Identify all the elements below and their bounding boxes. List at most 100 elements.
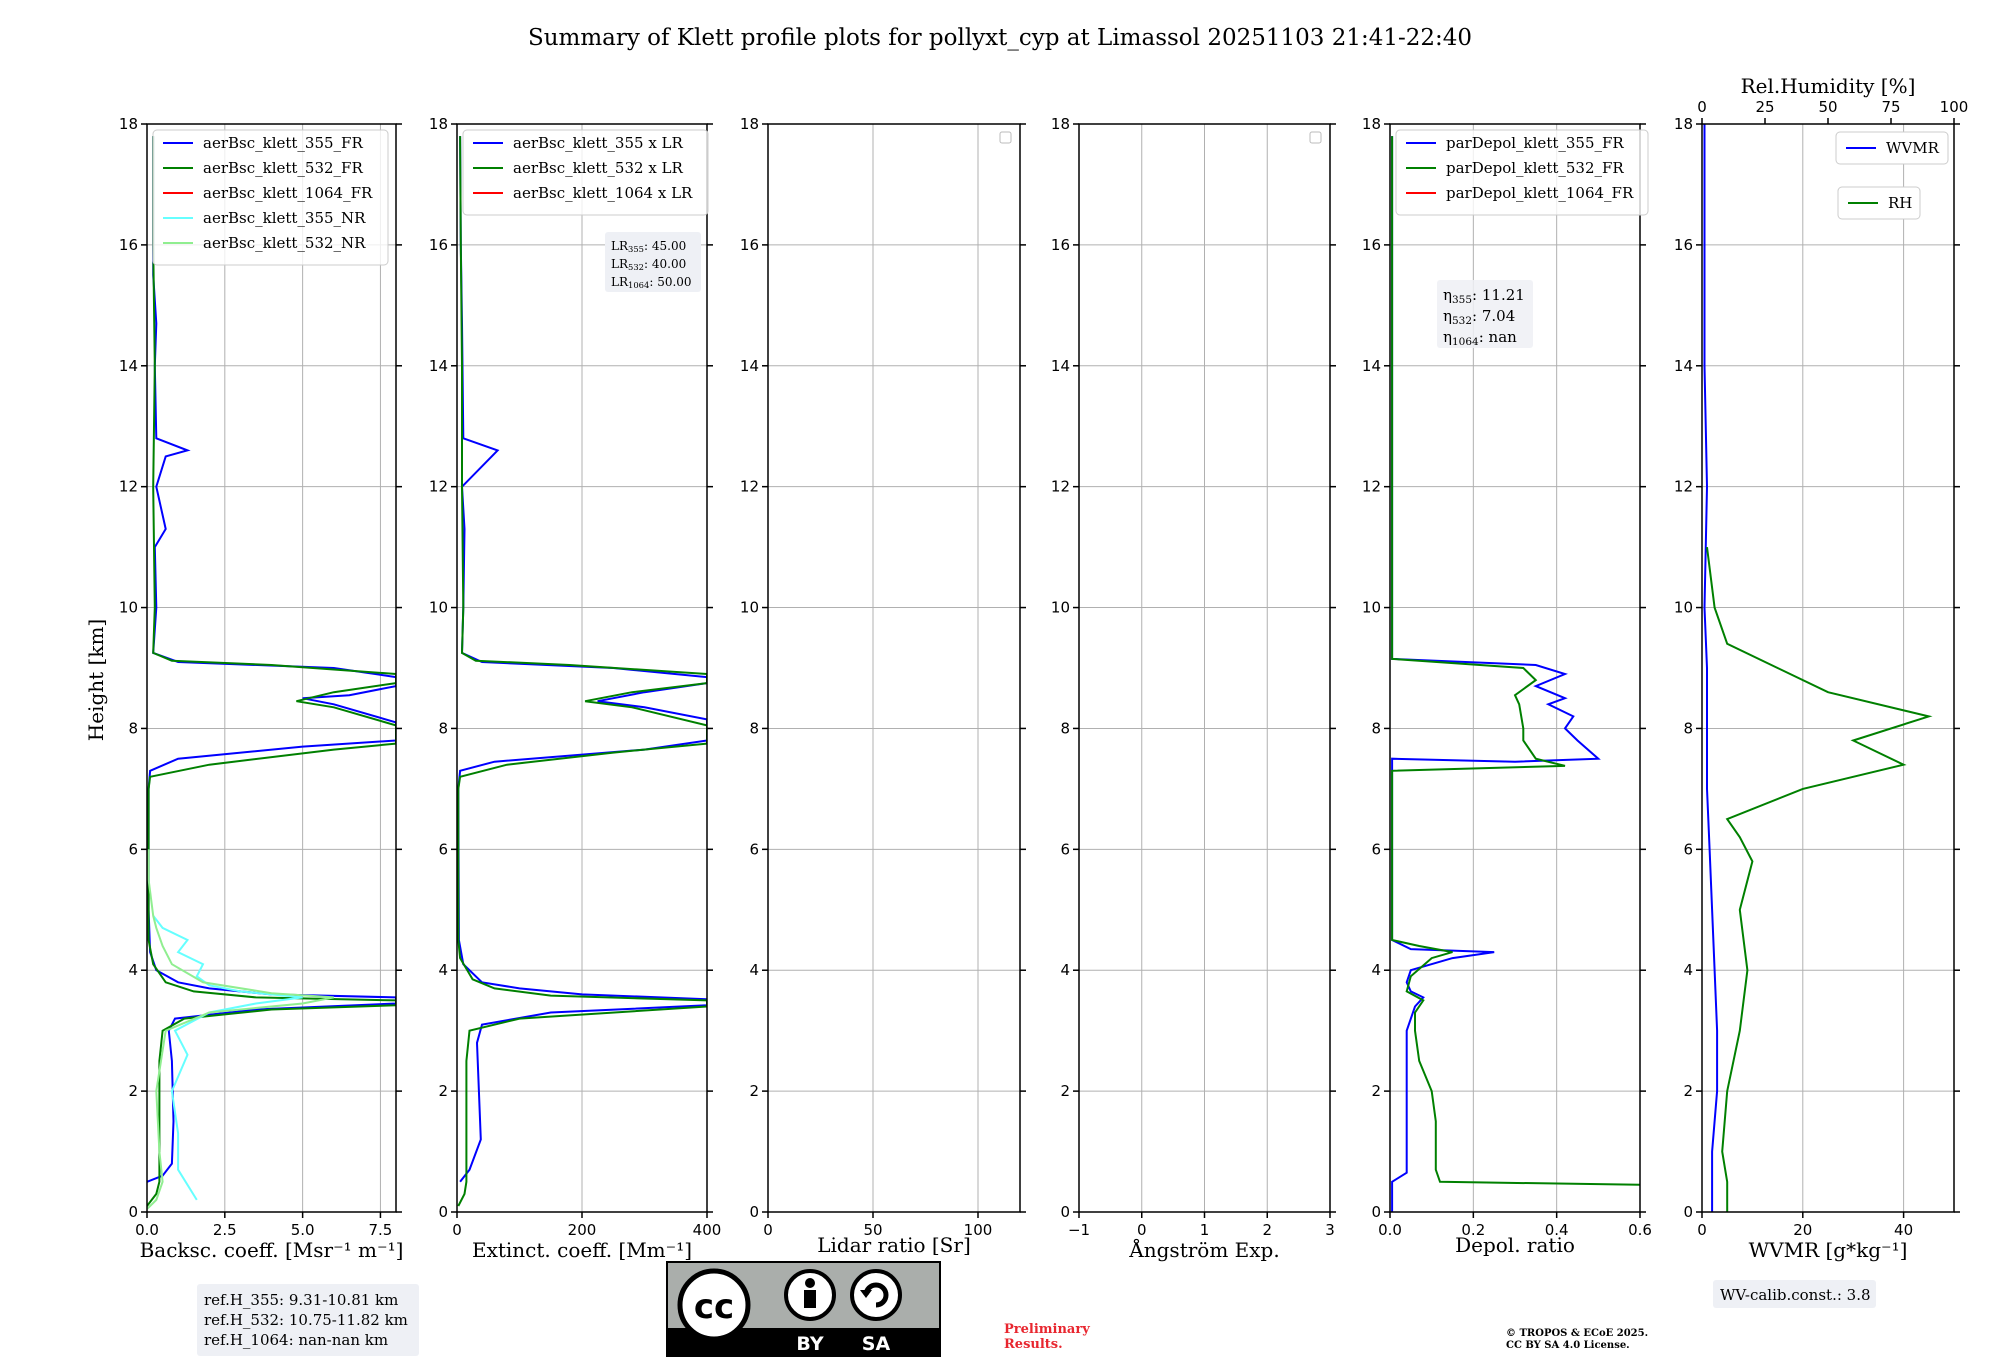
y-tick-label: 8 bbox=[128, 719, 138, 737]
ref-height-label: ref.H_355: 9.31-10.81 km bbox=[204, 1291, 398, 1309]
y-tick-label: 8 bbox=[749, 719, 759, 737]
x2-tick-label: 25 bbox=[1755, 98, 1774, 116]
y-tick-label: 12 bbox=[119, 478, 138, 496]
ref-height-box bbox=[197, 1284, 419, 1356]
legend-label-wvmr: WVMR bbox=[1886, 139, 1940, 157]
y-tick-label: 12 bbox=[429, 478, 448, 496]
plot-frame bbox=[146, 123, 397, 1213]
series-line-RH bbox=[1706, 546, 1933, 1212]
x-tick-label: 7.5 bbox=[369, 1221, 393, 1239]
x2-tick-label: 75 bbox=[1881, 98, 1900, 116]
x-tick-label: 0.0 bbox=[1378, 1221, 1402, 1239]
copyright-line-2: CC BY SA 4.0 License. bbox=[1506, 1340, 1630, 1351]
y-tick-label: 14 bbox=[740, 357, 759, 375]
x-tick-label: 50 bbox=[863, 1221, 882, 1239]
y-tick-label: 16 bbox=[1674, 236, 1693, 254]
x-tick-label: 100 bbox=[964, 1221, 993, 1239]
y-tick-label: 6 bbox=[1060, 840, 1070, 858]
y-tick-label: 6 bbox=[1371, 840, 1381, 858]
series-line-aerBsc_klett_532_NR bbox=[147, 849, 334, 1210]
y-tick-label: 8 bbox=[1060, 719, 1070, 737]
cc-icon bbox=[677, 1268, 751, 1342]
calib-label: WV-calib.const.: 3.8 bbox=[1720, 1286, 1871, 1304]
series-line-aerBsc_klett_355_FR bbox=[147, 136, 396, 1183]
x-axis-label: Lidar ratio [Sr] bbox=[817, 1233, 971, 1257]
ref-height-label: ref.H_1064: nan-nan km bbox=[204, 1331, 388, 1349]
y-tick-label: 18 bbox=[740, 115, 759, 133]
legend-label: aerBsc_klett_532_FR bbox=[203, 159, 363, 177]
series-line-aerBsc_klett_355_NR bbox=[152, 915, 303, 1201]
legend: parDepol_klett_355_FR parDepol_klett_532_… bbox=[1395, 129, 1649, 216]
y-tick-label: 8 bbox=[438, 719, 448, 737]
y-tick-label: 0 bbox=[1683, 1203, 1693, 1221]
y-tick-label: 6 bbox=[749, 840, 759, 858]
y-tick-label: 12 bbox=[1674, 478, 1693, 496]
x-tick-label: 2.5 bbox=[213, 1221, 237, 1239]
panel-depol: 0 2 4 6 8 10 12 14 16 18 0.0 0.2 0.4 0.6 Depol. ratio p… bbox=[1362, 115, 1652, 1257]
eta-label: η355: 11.21 bbox=[1443, 286, 1525, 306]
sa-share-icon bbox=[850, 1269, 902, 1321]
x-tick-label: 0.4 bbox=[1545, 1221, 1569, 1239]
x-tick-label: 0 bbox=[1137, 1221, 1147, 1239]
y-tick-label: 10 bbox=[119, 599, 138, 617]
plot-frame bbox=[767, 123, 1021, 1213]
lidar-ratio-label: LR355: 45.00 bbox=[611, 239, 686, 254]
legend-label: aerBsc_klett_532 x LR bbox=[513, 159, 684, 177]
legend-label: aerBsc_klett_532_NR bbox=[203, 234, 366, 252]
x-tick-label: 20 bbox=[1793, 1221, 1812, 1239]
legend-label: aerBsc_klett_1064_FR bbox=[203, 184, 373, 202]
y-tick-label: 12 bbox=[740, 478, 759, 496]
legend-label: aerBsc_klett_355_FR bbox=[203, 134, 363, 152]
y-tick-label: 18 bbox=[119, 115, 138, 133]
y-tick-label: 4 bbox=[749, 961, 759, 979]
y-tick-label: 6 bbox=[128, 840, 138, 858]
y-tick-label: 4 bbox=[1683, 961, 1693, 979]
series-line-WVMR bbox=[1703, 124, 1719, 1212]
y-tick-label: 14 bbox=[429, 357, 448, 375]
series-group bbox=[1703, 124, 1933, 1212]
y-tick-label: 12 bbox=[1362, 478, 1381, 496]
legend-box bbox=[1395, 129, 1649, 216]
y-tick-label: 10 bbox=[429, 599, 448, 617]
x-tick-label: 400 bbox=[693, 1221, 722, 1239]
x-tick-label: 0 bbox=[1697, 1221, 1707, 1239]
y-tick-label: 2 bbox=[128, 1082, 138, 1100]
plot-frame bbox=[1389, 123, 1641, 1213]
y-tick-label: 8 bbox=[1371, 719, 1381, 737]
cc-by-text: BY bbox=[796, 1333, 823, 1355]
legend: aerBsc_klett_355 x LR aerBsc_klett_532 x … bbox=[462, 129, 709, 216]
lidar-ratio-label: LR1064: 50.00 bbox=[611, 275, 692, 290]
y-tick-label: 14 bbox=[119, 357, 138, 375]
x-tick-label: 0.0 bbox=[135, 1221, 159, 1239]
series-line-parDepol_klett_355_FR bbox=[1391, 136, 1601, 1212]
y-tick-label: 10 bbox=[1362, 599, 1381, 617]
x-tick-label: −1 bbox=[1068, 1221, 1090, 1239]
y-tick-label: 2 bbox=[1683, 1082, 1693, 1100]
x-tick-label: 0.6 bbox=[1628, 1221, 1652, 1239]
y-tick-label: 10 bbox=[1051, 599, 1070, 617]
plot-frame bbox=[1701, 123, 1955, 1213]
x-tick-label: 3 bbox=[1325, 1221, 1335, 1239]
x-tick-label: 0.2 bbox=[1461, 1221, 1485, 1239]
eta-box bbox=[1437, 280, 1533, 348]
y-tick-label: 14 bbox=[1051, 357, 1070, 375]
empty-legend-box bbox=[999, 131, 1012, 144]
y-tick-label: 2 bbox=[749, 1082, 759, 1100]
lidar-ratio-label: LR532: 40.00 bbox=[611, 257, 686, 272]
series-line-aerBsc_klett_532_FR bbox=[147, 136, 396, 1207]
x-axis-label: Depol. ratio bbox=[1455, 1233, 1575, 1257]
y-tick-label: 10 bbox=[1674, 599, 1693, 617]
y-axis-label: Height [km] bbox=[84, 619, 108, 741]
y-tick-label: 4 bbox=[1371, 961, 1381, 979]
legend-rh-box bbox=[1837, 186, 1921, 220]
y-tick-label: 0 bbox=[749, 1203, 759, 1221]
x-axis-label: Backsc. coeff. [Msr⁻¹ m⁻¹] bbox=[140, 1238, 404, 1262]
legend-box bbox=[462, 129, 709, 216]
preliminary-line-1: Preliminary bbox=[1004, 1322, 1090, 1337]
y-tick-label: 2 bbox=[1371, 1082, 1381, 1100]
